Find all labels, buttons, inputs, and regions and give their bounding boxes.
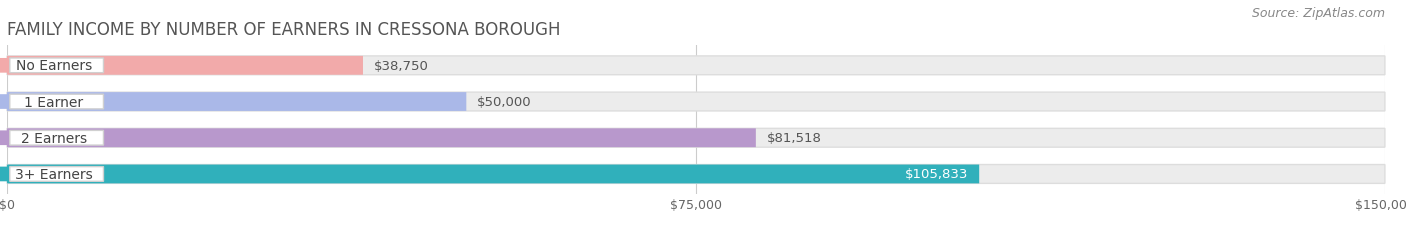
Text: $105,833: $105,833 <box>905 168 969 181</box>
FancyBboxPatch shape <box>10 59 104 73</box>
FancyBboxPatch shape <box>0 131 15 146</box>
Text: FAMILY INCOME BY NUMBER OF EARNERS IN CRESSONA BOROUGH: FAMILY INCOME BY NUMBER OF EARNERS IN CR… <box>7 21 561 39</box>
FancyBboxPatch shape <box>10 131 104 146</box>
FancyBboxPatch shape <box>7 93 467 112</box>
Text: $38,750: $38,750 <box>374 60 429 73</box>
FancyBboxPatch shape <box>7 57 1385 75</box>
FancyBboxPatch shape <box>0 167 15 182</box>
Text: No Earners: No Earners <box>15 59 91 73</box>
FancyBboxPatch shape <box>10 95 104 109</box>
FancyBboxPatch shape <box>7 129 1385 148</box>
FancyBboxPatch shape <box>0 95 15 109</box>
Text: $50,000: $50,000 <box>478 96 531 109</box>
Text: 2 Earners: 2 Earners <box>21 131 87 145</box>
FancyBboxPatch shape <box>0 59 15 73</box>
FancyBboxPatch shape <box>7 165 979 184</box>
Text: $81,518: $81,518 <box>766 132 821 145</box>
FancyBboxPatch shape <box>10 167 104 182</box>
Text: Source: ZipAtlas.com: Source: ZipAtlas.com <box>1251 7 1385 20</box>
FancyBboxPatch shape <box>7 165 1385 184</box>
FancyBboxPatch shape <box>7 93 1385 112</box>
Text: 1 Earner: 1 Earner <box>24 95 83 109</box>
Text: 3+ Earners: 3+ Earners <box>15 167 93 181</box>
FancyBboxPatch shape <box>7 129 756 148</box>
FancyBboxPatch shape <box>7 57 363 75</box>
